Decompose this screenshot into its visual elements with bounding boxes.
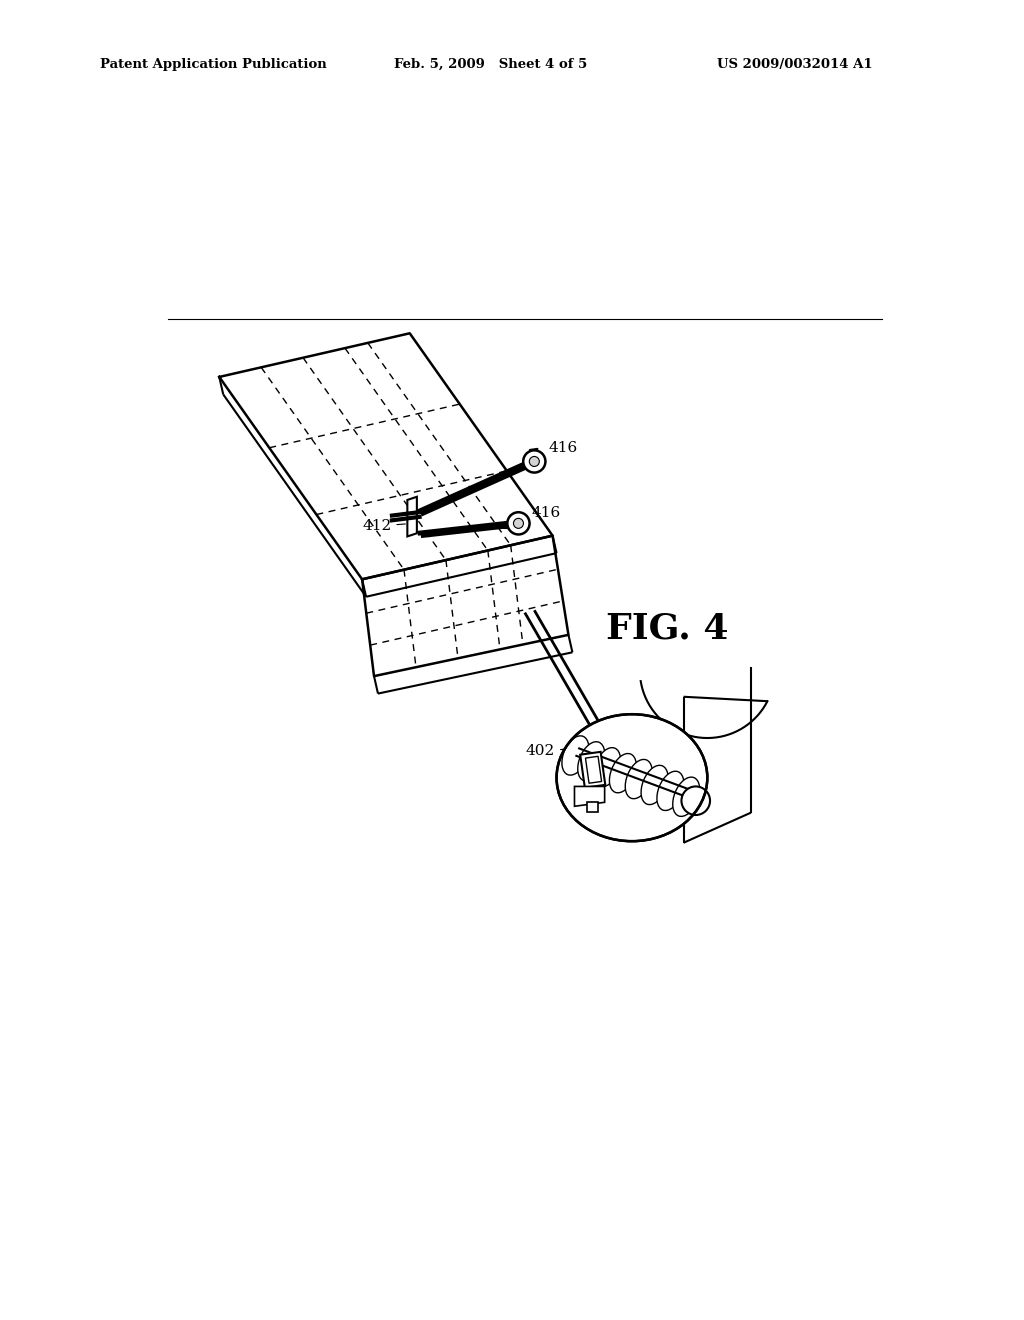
Text: 425: 425 <box>646 775 690 804</box>
Bar <box>581 752 605 788</box>
Ellipse shape <box>673 777 699 816</box>
Circle shape <box>681 787 710 814</box>
Text: 410: 410 <box>629 796 658 830</box>
Text: 402: 402 <box>525 744 596 759</box>
Bar <box>586 756 601 783</box>
Text: 416: 416 <box>531 506 560 520</box>
Text: 416: 416 <box>549 441 578 455</box>
Circle shape <box>513 519 523 528</box>
Ellipse shape <box>657 771 684 810</box>
Text: Patent Application Publication: Patent Application Publication <box>100 58 327 71</box>
Text: 412: 412 <box>362 519 406 533</box>
Circle shape <box>523 450 546 473</box>
Text: US 2009/0032014 A1: US 2009/0032014 A1 <box>717 58 872 71</box>
Ellipse shape <box>626 759 652 799</box>
Polygon shape <box>408 496 417 536</box>
Ellipse shape <box>578 742 605 781</box>
Circle shape <box>507 512 529 535</box>
Ellipse shape <box>609 754 636 793</box>
Circle shape <box>529 457 540 466</box>
Text: 406: 406 <box>588 792 617 822</box>
Ellipse shape <box>641 766 668 805</box>
Text: Feb. 5, 2009   Sheet 4 of 5: Feb. 5, 2009 Sheet 4 of 5 <box>394 58 588 71</box>
Text: FIG. 4: FIG. 4 <box>606 611 729 645</box>
Bar <box>587 803 598 812</box>
Polygon shape <box>574 787 604 807</box>
Ellipse shape <box>562 735 589 775</box>
Ellipse shape <box>557 714 708 841</box>
Ellipse shape <box>594 747 621 787</box>
